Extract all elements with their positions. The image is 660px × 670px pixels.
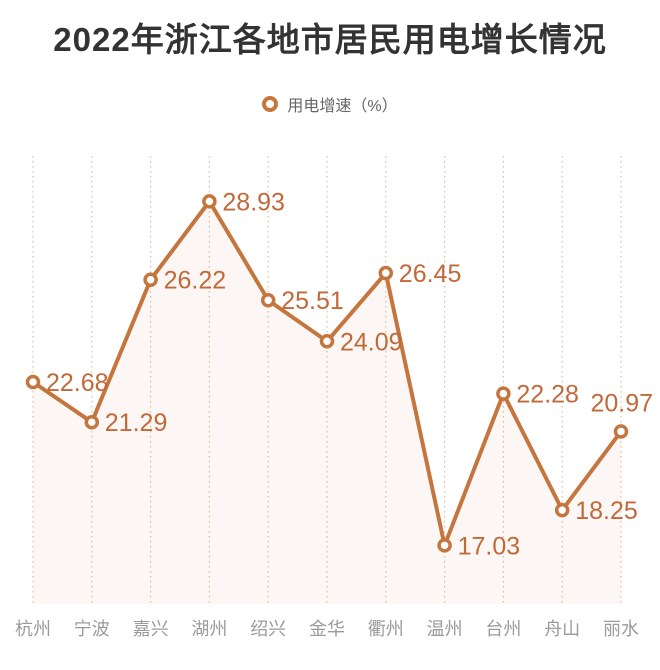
data-point[interactable]	[25, 374, 41, 389]
legend-label: 用电增速（%）	[287, 97, 398, 115]
x-axis-label: 丽水	[603, 619, 639, 639]
data-point-label: 22.28	[516, 380, 579, 408]
x-axis-label: 台州	[485, 619, 521, 639]
data-point-label: 22.68	[46, 369, 109, 397]
data-point[interactable]	[613, 423, 629, 439]
data-point-label: 28.93	[222, 188, 285, 216]
data-point-label: 26.45	[399, 260, 462, 288]
data-point[interactable]	[554, 502, 570, 517]
data-point[interactable]	[437, 537, 452, 553]
data-point-label: 21.29	[105, 409, 168, 437]
x-axis-label: 金华	[309, 619, 345, 639]
x-axis-label: 衢州	[368, 619, 404, 639]
data-point[interactable]	[319, 333, 335, 349]
data-point[interactable]	[496, 385, 511, 401]
data-point-label: 17.03	[458, 532, 521, 560]
data-point[interactable]	[202, 193, 217, 209]
legend-item[interactable]: 用电增速（%）	[0, 92, 660, 116]
line-chart: 杭州 宁波 嘉兴 湖州 绍兴 金华 衢州 温州 台州 舟山 丽水 22.68 21.29 26.22 28.…	[15, 155, 653, 639]
data-point-label: 24.09	[340, 328, 403, 356]
data-point-label: 20.97	[590, 389, 653, 417]
x-axis-label: 舟山	[544, 619, 580, 639]
data-point[interactable]	[260, 292, 276, 308]
legend-marker-icon	[262, 95, 279, 112]
x-axis-label: 嘉兴	[133, 619, 169, 639]
x-axis-label: 温州	[427, 619, 463, 639]
x-axis-label: 绍兴	[250, 619, 286, 639]
data-point[interactable]	[143, 272, 158, 287]
data-point[interactable]	[84, 414, 100, 430]
chart-area: 杭州 宁波 嘉兴 湖州 绍兴 金华 衢州 温州 台州 舟山 丽水 22.68 21.29 26.22 28.…	[0, 136, 660, 670]
data-point-label: 25.51	[281, 287, 344, 315]
x-axis-label: 杭州	[15, 619, 51, 639]
data-point-label: 26.22	[164, 266, 227, 294]
data-point[interactable]	[378, 265, 394, 280]
x-axis-label: 湖州	[191, 619, 227, 639]
chart-title: 2022年浙江各地市居民用电增长情况	[53, 21, 607, 58]
data-point-label: 18.25	[575, 497, 638, 525]
series-area	[33, 200, 621, 604]
x-axis-label: 宁波	[74, 619, 110, 639]
